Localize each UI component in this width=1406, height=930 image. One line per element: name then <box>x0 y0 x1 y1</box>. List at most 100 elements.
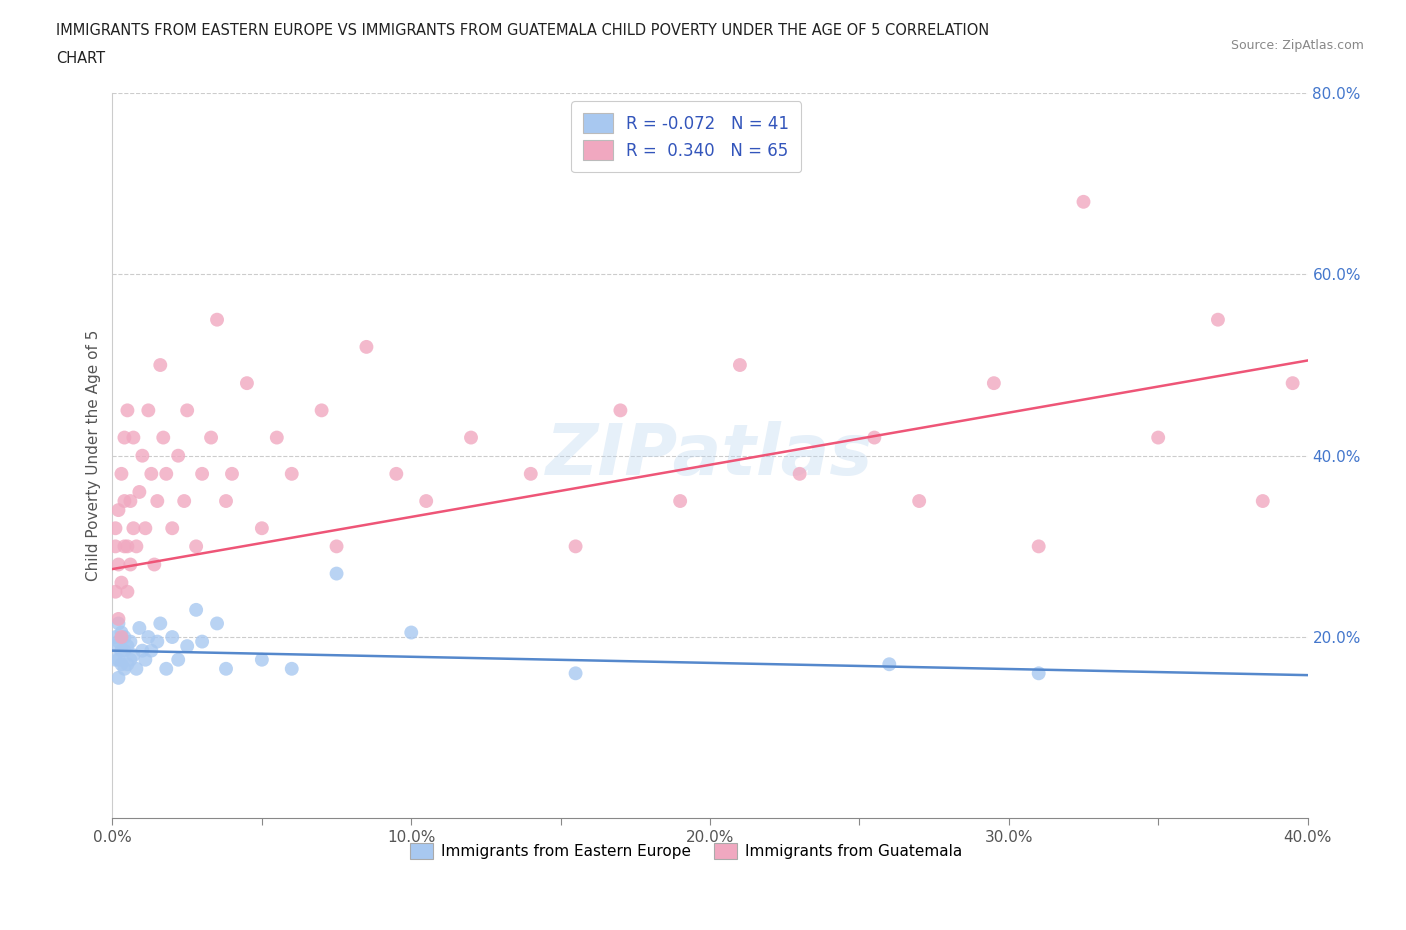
Point <box>728 358 751 373</box>
Point <box>250 652 273 667</box>
Point <box>107 502 129 517</box>
Point <box>1147 430 1170 445</box>
Point <box>128 485 150 499</box>
Point <box>1251 494 1274 509</box>
Point <box>141 467 163 482</box>
Point <box>122 521 145 536</box>
Point <box>460 430 482 445</box>
Point <box>200 430 222 445</box>
Point <box>120 557 142 572</box>
Point <box>141 644 163 658</box>
Point <box>110 625 132 640</box>
Point <box>146 634 169 649</box>
Point <box>125 539 148 554</box>
Point <box>138 630 160 644</box>
Point <box>215 661 238 676</box>
Point <box>134 652 156 667</box>
Point <box>205 616 228 631</box>
Point <box>117 403 139 418</box>
Point <box>186 539 208 554</box>
Point <box>162 630 183 644</box>
Point <box>107 616 129 631</box>
Point <box>1206 312 1229 327</box>
Y-axis label: Child Poverty Under the Age of 5: Child Poverty Under the Age of 5 <box>86 330 101 581</box>
Point <box>104 639 127 654</box>
Point <box>564 539 586 554</box>
Point <box>114 539 135 554</box>
Point <box>325 566 347 581</box>
Point <box>104 630 127 644</box>
Point <box>146 494 169 509</box>
Point <box>155 467 177 482</box>
Point <box>205 312 228 327</box>
Point <box>122 648 145 663</box>
Point <box>983 376 1005 391</box>
Point <box>789 467 811 482</box>
Point <box>669 494 692 509</box>
Text: CHART: CHART <box>56 51 105 66</box>
Point <box>191 634 214 649</box>
Point <box>117 657 139 671</box>
Point <box>173 494 195 509</box>
Point <box>131 644 153 658</box>
Point <box>107 634 129 649</box>
Point <box>356 339 378 354</box>
Legend: Immigrants from Eastern Europe, Immigrants from Guatemala: Immigrants from Eastern Europe, Immigran… <box>405 837 967 865</box>
Point <box>117 539 139 554</box>
Point <box>221 467 243 482</box>
Point <box>104 521 127 536</box>
Point <box>281 467 304 482</box>
Point <box>191 467 214 482</box>
Point <box>152 430 174 445</box>
Point <box>104 584 127 599</box>
Point <box>122 430 145 445</box>
Point <box>155 661 177 676</box>
Point <box>110 575 132 591</box>
Point <box>134 521 156 536</box>
Point <box>1028 539 1050 554</box>
Point <box>186 603 208 618</box>
Point <box>110 657 132 671</box>
Point <box>125 661 148 676</box>
Point <box>325 539 347 554</box>
Point <box>564 666 586 681</box>
Point <box>114 430 135 445</box>
Point <box>117 639 139 654</box>
Point <box>104 539 127 554</box>
Point <box>167 652 190 667</box>
Point <box>1073 194 1095 209</box>
Point <box>104 652 127 667</box>
Point <box>879 657 901 671</box>
Text: ZIPatlas: ZIPatlas <box>547 421 873 490</box>
Point <box>120 634 142 649</box>
Point <box>1028 666 1050 681</box>
Point <box>266 430 288 445</box>
Point <box>401 625 423 640</box>
Text: IMMIGRANTS FROM EASTERN EUROPE VS IMMIGRANTS FROM GUATEMALA CHILD POVERTY UNDER : IMMIGRANTS FROM EASTERN EUROPE VS IMMIGR… <box>56 23 990 38</box>
Point <box>131 448 153 463</box>
Point <box>120 652 142 667</box>
Point <box>415 494 437 509</box>
Point <box>908 494 931 509</box>
Point <box>107 557 129 572</box>
Point <box>162 521 183 536</box>
Point <box>138 403 160 418</box>
Point <box>143 557 166 572</box>
Point <box>609 403 631 418</box>
Point <box>311 403 333 418</box>
Point <box>176 403 198 418</box>
Point <box>281 661 304 676</box>
Point <box>107 652 129 667</box>
Point <box>236 376 259 391</box>
Point <box>385 467 408 482</box>
Point <box>1281 376 1303 391</box>
Point <box>110 467 132 482</box>
Text: Source: ZipAtlas.com: Source: ZipAtlas.com <box>1230 39 1364 52</box>
Point <box>110 630 132 644</box>
Point <box>107 612 129 627</box>
Point <box>114 630 135 644</box>
Point <box>107 671 129 685</box>
Point <box>176 639 198 654</box>
Point <box>863 430 886 445</box>
Point <box>520 467 543 482</box>
